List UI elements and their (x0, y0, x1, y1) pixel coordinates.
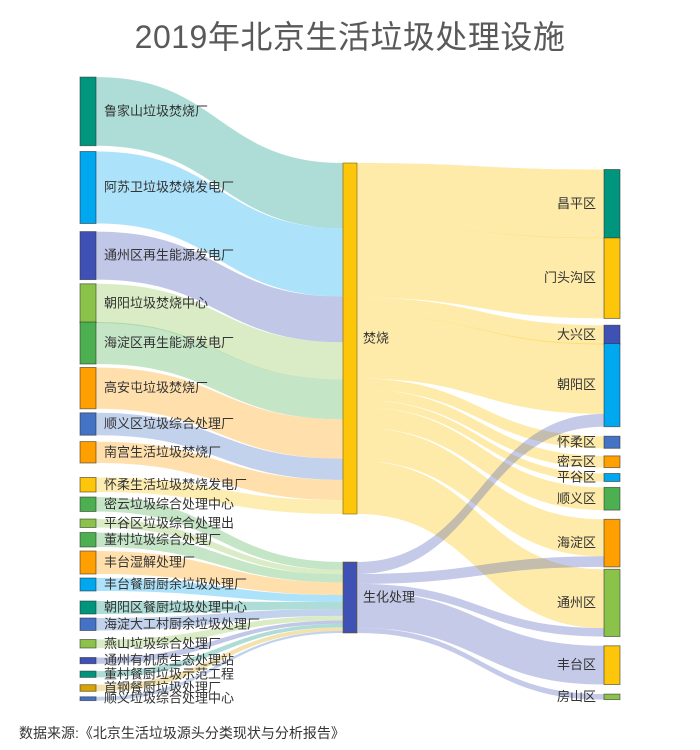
svg-text:丰台区: 丰台区 (557, 657, 596, 672)
svg-text:朝阳垃圾焚烧中心: 朝阳垃圾焚烧中心 (104, 295, 208, 310)
svg-text:房山区: 房山区 (557, 689, 596, 704)
svg-text:海淀区: 海淀区 (557, 535, 596, 550)
svg-text:通州区: 通州区 (557, 595, 596, 610)
svg-text:朝阳区餐厨垃圾处理中心: 朝阳区餐厨垃圾处理中心 (104, 600, 247, 615)
svg-text:平谷区垃圾综合处理出: 平谷区垃圾综合处理出 (104, 515, 234, 530)
svg-text:丰台湿解处理厂: 丰台湿解处理厂 (104, 555, 195, 570)
svg-text:阿苏卫垃圾焚烧发电厂: 阿苏卫垃圾焚烧发电厂 (104, 180, 234, 195)
svg-text:大兴区: 大兴区 (557, 327, 596, 342)
svg-text:门头沟区: 门头沟区 (544, 270, 596, 285)
svg-text:怀柔生活垃圾焚烧发电厂: 怀柔生活垃圾焚烧发电厂 (104, 477, 247, 492)
svg-text:通州区再生能源发电厂: 通州区再生能源发电厂 (104, 248, 234, 263)
svg-text:密云垃圾综合处理中心: 密云垃圾综合处理中心 (104, 496, 234, 511)
svg-text:海淀大工村厨余垃圾处理厂: 海淀大工村厨余垃圾处理厂 (104, 616, 260, 631)
svg-text:平谷区: 平谷区 (557, 470, 596, 485)
svg-text:燕山垃圾综合处理厂: 燕山垃圾综合处理厂 (104, 636, 221, 651)
svg-text:朝阳区: 朝阳区 (557, 377, 596, 392)
svg-text:怀柔区: 怀柔区 (557, 434, 596, 449)
svg-text:密云区: 密云区 (557, 454, 596, 469)
svg-text:顺义区: 顺义区 (557, 491, 596, 506)
svg-text:鲁家山垃圾焚烧厂: 鲁家山垃圾焚烧厂 (104, 103, 208, 118)
svg-text:董村餐厨垃圾示范工程: 董村餐厨垃圾示范工程 (104, 666, 234, 681)
svg-text:焚烧: 焚烧 (363, 331, 389, 346)
svg-text:南宫生活垃圾焚烧厂: 南宫生活垃圾焚烧厂 (104, 444, 221, 459)
svg-text:昌平区: 昌平区 (557, 196, 596, 211)
svg-text:董村垃圾综合处理厂: 董村垃圾综合处理厂 (104, 532, 221, 547)
svg-text:丰台餐厨厨余垃圾处理厂: 丰台餐厨厨余垃圾处理厂 (104, 577, 247, 592)
svg-text:海淀区再生能源发电厂: 海淀区再生能源发电厂 (104, 335, 234, 350)
svg-text:高安屯垃圾焚烧厂: 高安屯垃圾焚烧厂 (104, 380, 208, 395)
svg-text:顺义区垃圾综合处理厂: 顺义区垃圾综合处理厂 (104, 416, 234, 431)
svg-text:生化处理: 生化处理 (363, 590, 415, 605)
svg-text:顺义垃圾综合处理中心: 顺义垃圾综合处理中心 (104, 691, 234, 706)
